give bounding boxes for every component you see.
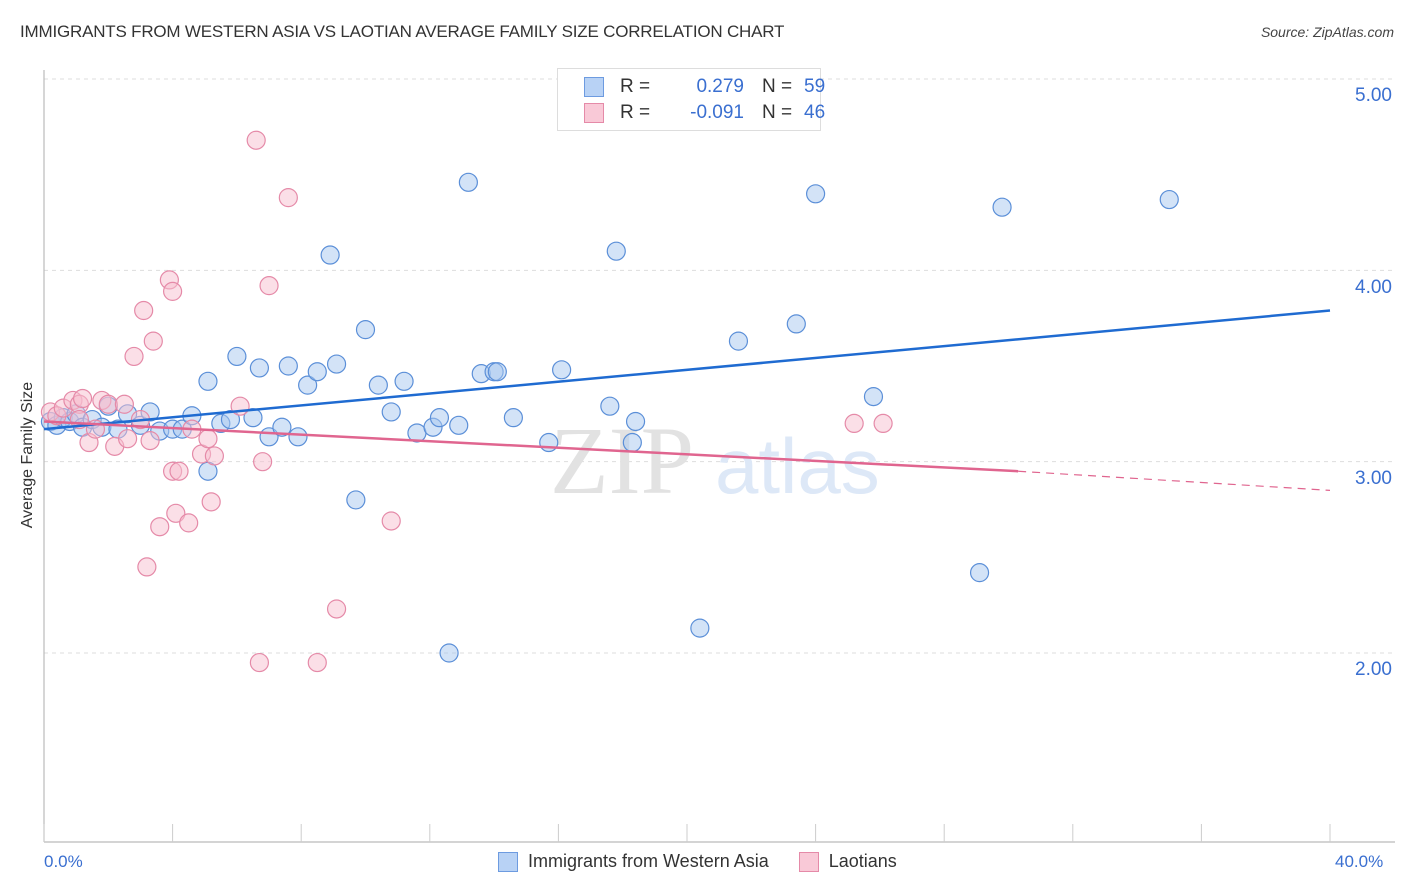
y-tick-label: 5.00 — [1355, 85, 1392, 106]
legend-swatch-blue — [584, 77, 604, 97]
legend-swatch-blue — [498, 851, 518, 872]
data-point — [298, 375, 318, 395]
y-tick-label: 3.00 — [1355, 468, 1392, 489]
data-point — [449, 415, 469, 435]
series-legend: Immigrants from Western Asia Laotians — [498, 851, 927, 872]
n-label: N = — [762, 102, 793, 123]
trend-lines — [43, 309, 1331, 491]
data-point — [346, 490, 366, 510]
data-point — [394, 371, 414, 391]
data-point — [622, 432, 642, 453]
data-point — [368, 375, 388, 395]
data-point — [326, 599, 347, 619]
stats-legend: R = 0.279 N = 59 R = -0.091 N = 46 — [557, 68, 825, 131]
r-value: 0.279 — [696, 76, 744, 97]
data-point — [114, 394, 134, 414]
data-point — [227, 346, 247, 367]
data-point — [137, 557, 157, 577]
trend-line-immigrants — [43, 309, 1331, 431]
legend-swatch-pink — [584, 103, 604, 123]
data-point — [288, 427, 308, 447]
data-point — [992, 197, 1012, 217]
data-point — [253, 452, 273, 472]
x-tick-label-min: 0.0% — [44, 852, 83, 871]
trend-line-laotians — [43, 420, 1019, 473]
source-label: Source: ZipAtlas.com — [1260, 24, 1394, 40]
r-label: R = — [620, 76, 651, 97]
data-point — [179, 513, 199, 533]
data-point — [166, 503, 186, 523]
data-point — [98, 394, 118, 414]
r-label: R = — [620, 102, 651, 123]
data-point — [307, 362, 327, 382]
data-point — [163, 281, 183, 301]
data-point — [728, 331, 749, 351]
data-point — [246, 130, 266, 150]
chart-title: IMMIGRANTS FROM WESTERN ASIA VS LAOTIAN … — [20, 22, 785, 41]
watermark-atlas: atlas — [715, 422, 880, 510]
data-point — [143, 331, 163, 351]
x-tick-label-max: 40.0% — [1335, 852, 1384, 871]
legend-label: Immigrants from Western Asia — [528, 851, 769, 871]
data-point — [198, 371, 218, 391]
data-point — [805, 184, 826, 204]
data-point — [381, 511, 401, 531]
legend-swatch-pink — [798, 851, 819, 872]
data-point — [72, 388, 93, 409]
data-point — [552, 360, 572, 380]
legend-item-laotians[interactable]: Laotians — [798, 851, 897, 872]
y-tick-label: 4.00 — [1355, 277, 1392, 298]
data-point — [600, 396, 620, 416]
data-point — [220, 409, 241, 430]
data-point — [140, 431, 160, 451]
r-value: -0.091 — [690, 102, 744, 123]
n-value: 46 — [804, 102, 826, 123]
y-tick-label: 2.00 — [1355, 659, 1392, 680]
n-label: N = — [762, 76, 793, 97]
data-point — [272, 417, 292, 437]
data-point — [625, 411, 646, 432]
data-point — [278, 356, 298, 376]
data-point — [278, 188, 298, 208]
data-point — [690, 618, 710, 638]
data-point — [844, 413, 864, 433]
data-point — [487, 362, 507, 382]
data-point — [429, 408, 450, 428]
data-point — [1159, 189, 1179, 210]
data-point — [873, 413, 893, 433]
axes — [43, 70, 1395, 843]
data-point — [786, 314, 806, 334]
data-point — [150, 517, 170, 537]
data-point — [381, 402, 401, 422]
series-laotians — [40, 130, 893, 673]
data-point — [198, 429, 218, 449]
stats-row-immigrants: R = 0.279 N = 59 — [584, 75, 825, 99]
data-point — [249, 652, 270, 673]
data-point — [355, 320, 376, 340]
data-point — [326, 354, 347, 374]
data-point — [863, 387, 884, 407]
data-point — [503, 408, 523, 428]
watermark-zip: ZIP — [550, 407, 694, 514]
data-point — [458, 172, 478, 192]
legend-item-immigrants[interactable]: Immigrants from Western Asia — [498, 851, 769, 872]
data-point — [134, 300, 154, 321]
data-point — [320, 245, 340, 265]
stats-row-laotians: R = -0.091 N = 46 — [584, 101, 825, 125]
legend-label: Laotians — [828, 851, 897, 871]
data-point — [307, 652, 327, 673]
trend-line-laotians-extrapolated — [1018, 470, 1331, 491]
data-point — [969, 563, 990, 583]
data-point — [606, 241, 626, 261]
data-point — [201, 492, 221, 512]
data-point — [124, 346, 144, 367]
data-point — [117, 429, 138, 449]
data-point — [169, 461, 189, 481]
data-point — [249, 358, 270, 378]
data-point — [259, 276, 279, 296]
data-point — [204, 446, 224, 466]
n-value: 59 — [804, 76, 826, 97]
data-point — [439, 643, 459, 663]
